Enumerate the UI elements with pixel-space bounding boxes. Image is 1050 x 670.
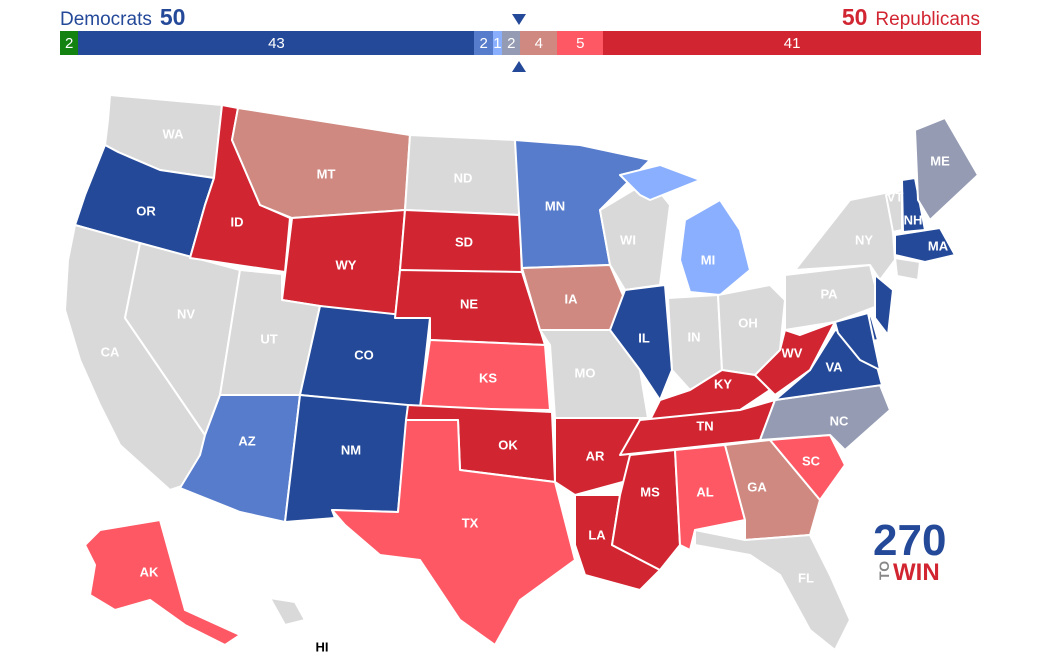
state-label-OR: OR — [136, 203, 156, 218]
state-label-MI: MI — [701, 252, 715, 267]
state-label-CO: CO — [354, 347, 374, 362]
state-label-NE: NE — [460, 296, 478, 311]
state-label-KY: KY — [714, 376, 732, 391]
democrats-label: Democrats — [60, 9, 152, 30]
seat-segment-lean_dem: 1 — [492, 31, 503, 55]
democrats-header: Democrats 50 — [60, 4, 185, 31]
state-MI-upper[interactable] — [619, 164, 701, 201]
state-label-SD: SD — [455, 234, 473, 249]
state-label-OK: OK — [498, 437, 518, 452]
state-label-KS: KS — [479, 370, 497, 385]
state-label-AK: AK — [140, 564, 159, 579]
state-label-VT: VT — [887, 189, 904, 204]
state-label-UT: UT — [260, 331, 277, 346]
state-FL[interactable] — [694, 529, 851, 651]
state-label-PA: PA — [820, 286, 838, 301]
state-label-VA: VA — [825, 359, 843, 374]
state-label-NM: NM — [341, 442, 361, 457]
state-label-NH: NH — [904, 212, 923, 227]
state-labels: WA OR CA NV ID MT WY UT AZ CO NM ND SD NE KS OK TX MN IA MO… — [101, 126, 950, 654]
state-AK[interactable] — [84, 519, 241, 646]
seat-segment-tossup_rep: 4 — [520, 31, 558, 55]
state-label-WV: WV — [782, 345, 803, 360]
state-MT[interactable] — [231, 107, 411, 219]
state-CT[interactable] — [894, 257, 921, 281]
state-label-AL: AL — [696, 484, 713, 499]
state-NM[interactable] — [284, 394, 409, 523]
state-TX[interactable] — [331, 419, 576, 646]
state-label-WI: WI — [620, 232, 636, 247]
state-label-IA: IA — [565, 291, 579, 306]
state-AR[interactable] — [554, 417, 641, 496]
state-label-LA: LA — [588, 527, 606, 542]
state-label-FL: FL — [798, 570, 814, 585]
logo-number: 270 — [873, 516, 946, 565]
seat-balance-bar: 2 43 2 1 2 4 5 41 — [60, 31, 981, 55]
republicans-seat-total: 50 — [841, 4, 868, 30]
state-label-NY: NY — [855, 232, 873, 247]
republicans-header: 50 Republicans — [842, 4, 980, 31]
seat-segment-likely_dem: 2 — [474, 31, 493, 55]
state-label-AR: AR — [586, 448, 605, 463]
state-MI[interactable] — [679, 199, 751, 296]
republicans-label: Republicans — [875, 9, 980, 30]
state-label-IN: IN — [688, 329, 701, 344]
seat-segment-likely_rep: 41 — [603, 31, 981, 55]
state-KS[interactable] — [419, 339, 551, 411]
state-label-ID: ID — [231, 214, 244, 229]
state-NJ[interactable] — [874, 274, 894, 336]
state-label-MA: MA — [928, 238, 949, 253]
state-label-NC: NC — [830, 413, 849, 428]
state-WV[interactable] — [754, 321, 836, 396]
state-label-IL: IL — [638, 330, 650, 345]
state-label-OH: OH — [738, 315, 758, 330]
state-label-TX: TX — [462, 515, 479, 530]
270towin-logo: 270 TO WIN — [873, 516, 946, 586]
state-label-GA: GA — [747, 479, 767, 494]
majority-marker-top-icon — [512, 14, 526, 25]
state-label-MN: MN — [545, 198, 565, 213]
state-label-ME: ME — [930, 153, 950, 168]
state-label-NJ: NJ — [894, 291, 911, 306]
state-label-WA: WA — [163, 126, 185, 141]
logo-to: TO — [876, 561, 892, 580]
seat-segment-solid_dem: 43 — [78, 31, 475, 55]
democrats-seat-total: 50 — [159, 4, 186, 30]
state-MD[interactable] — [834, 312, 881, 371]
state-ME[interactable] — [914, 117, 979, 221]
seat-segment-tossup_dem: 2 — [502, 31, 521, 55]
state-label-SC: SC — [802, 453, 821, 468]
state-MA[interactable] — [894, 227, 956, 263]
state-label-CA: CA — [101, 344, 120, 359]
majority-marker-bottom-icon — [512, 61, 526, 72]
state-label-TN: TN — [696, 418, 713, 433]
state-NY[interactable] — [794, 191, 896, 281]
state-label-MS: MS — [640, 484, 660, 499]
state-label-WY: WY — [336, 257, 357, 272]
state-HI[interactable] — [269, 597, 306, 626]
state-label-AZ: AZ — [238, 433, 255, 448]
seat-segment-independent: 2 — [60, 31, 79, 55]
logo-win: WIN — [893, 559, 940, 586]
seat-segment-lean_rep: 5 — [557, 31, 604, 55]
state-label-MT: MT — [317, 166, 336, 181]
state-label-ND: ND — [454, 170, 473, 185]
state-label-MO: MO — [575, 365, 596, 380]
state-label-HI: HI — [316, 639, 329, 654]
state-label-NV: NV — [177, 306, 195, 321]
